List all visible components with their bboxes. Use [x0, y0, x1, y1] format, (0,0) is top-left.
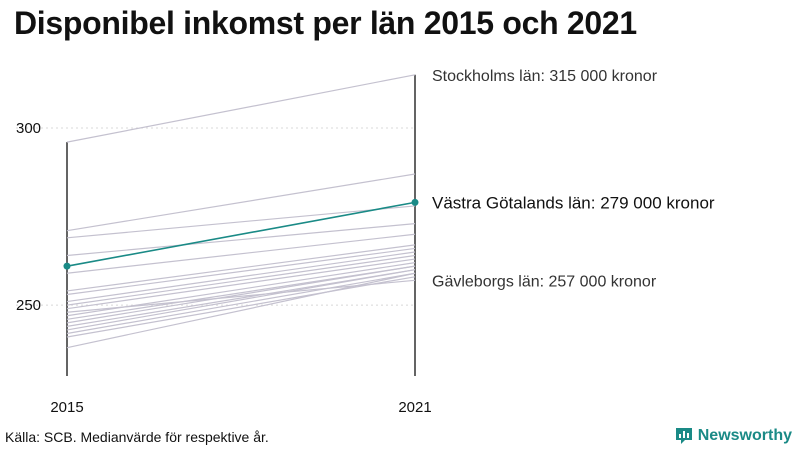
point-2021-västra-götalands-län [411, 198, 419, 206]
series-line-län-10 [66, 258, 416, 310]
x-tick-label-2021: 2021 [398, 399, 431, 416]
series-line-västra-götalands-län [66, 201, 416, 267]
brand-name: Newsworthy [697, 427, 792, 444]
y-tick-label-250: 250 [16, 297, 41, 314]
series-line-län-17 [66, 276, 416, 338]
series-line-län-3 [66, 205, 416, 239]
point-2015-västra-götalands-län [63, 262, 71, 270]
series-line-län-4 [66, 223, 416, 257]
series-label-västra-götalands-län: Västra Götalands län: 279 000 kronor [432, 193, 715, 212]
brand-logo: Newsworthy [675, 427, 792, 445]
series-line-län-16 [66, 272, 416, 335]
series-label-gävleborgs-län: Gävleborgs län: 257 000 kronor [432, 273, 657, 290]
y-tick-label-300: 300 [16, 120, 41, 137]
source-note: Källa: SCB. Medianvärde för respektive å… [5, 429, 269, 445]
series-line-län-9 [66, 254, 416, 306]
series-line-län-8 [66, 251, 416, 303]
series-line-län-6 [66, 244, 416, 292]
chart-title: Disponibel inkomst per län 2015 och 2021 [14, 5, 637, 41]
newsworthy-logo-icon [675, 428, 692, 444]
series-line-stockholms-län [66, 74, 416, 143]
series-line-län-13 [66, 265, 416, 324]
series-line-län-7 [66, 247, 416, 296]
series-line-län-15 [66, 269, 416, 331]
series-line-län-5 [66, 233, 416, 274]
series-label-stockholms-län: Stockholms län: 315 000 kronor [432, 68, 658, 85]
x-tick-label-2015: 2015 [50, 399, 83, 416]
series-line-gävleborgs-län [66, 279, 416, 313]
series-line-län-2 [66, 173, 416, 232]
